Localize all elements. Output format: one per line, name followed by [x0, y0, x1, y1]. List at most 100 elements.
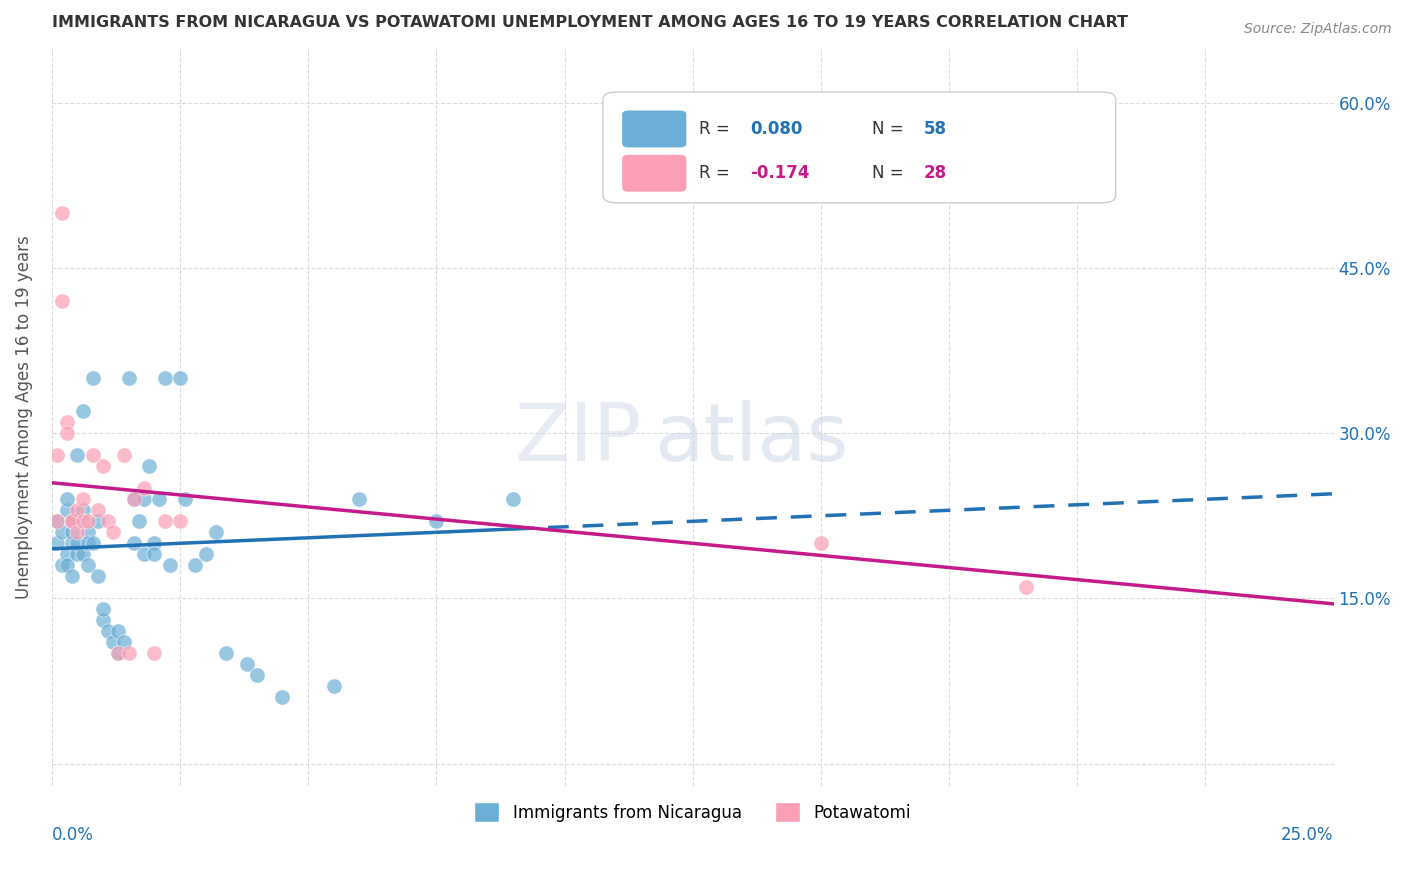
Point — [132, 492, 155, 507]
Point — [60, 525, 83, 540]
FancyBboxPatch shape — [603, 92, 1116, 202]
Point — [51, 294, 73, 309]
Point — [271, 690, 294, 705]
Point — [118, 647, 141, 661]
Point — [45, 536, 67, 550]
Point — [66, 547, 89, 561]
Point — [51, 558, 73, 573]
Point — [56, 415, 79, 429]
Text: R =: R = — [699, 120, 735, 138]
Point — [76, 536, 98, 550]
Point — [153, 514, 176, 528]
Point — [118, 371, 141, 385]
Point — [502, 492, 524, 507]
Point — [56, 558, 79, 573]
Point — [60, 514, 83, 528]
Point — [143, 647, 166, 661]
Text: atlas: atlas — [654, 400, 849, 478]
Point — [1015, 580, 1038, 594]
Point — [122, 492, 145, 507]
Point — [45, 448, 67, 462]
Point — [246, 668, 269, 682]
FancyBboxPatch shape — [623, 155, 686, 192]
Point — [66, 536, 89, 550]
Text: N =: N = — [872, 120, 910, 138]
Point — [174, 492, 197, 507]
Point — [97, 624, 120, 639]
FancyBboxPatch shape — [623, 111, 686, 147]
Point — [72, 503, 94, 517]
Point — [107, 647, 129, 661]
Point — [60, 514, 83, 528]
Point — [51, 525, 73, 540]
Point — [215, 647, 238, 661]
Point — [148, 492, 170, 507]
Text: N =: N = — [872, 164, 910, 182]
Text: R =: R = — [699, 164, 735, 182]
Point — [143, 536, 166, 550]
Point — [56, 547, 79, 561]
Point — [103, 635, 125, 649]
Point — [122, 536, 145, 550]
Text: 25.0%: 25.0% — [1281, 826, 1334, 844]
Text: -0.174: -0.174 — [751, 164, 810, 182]
Point — [76, 558, 98, 573]
Point — [72, 404, 94, 418]
Text: IMMIGRANTS FROM NICARAGUA VS POTAWATOMI UNEMPLOYMENT AMONG AGES 16 TO 19 YEARS C: IMMIGRANTS FROM NICARAGUA VS POTAWATOMI … — [52, 15, 1128, 30]
Point — [425, 514, 447, 528]
Point — [112, 635, 135, 649]
Point — [138, 459, 160, 474]
Point — [132, 547, 155, 561]
Legend: Immigrants from Nicaragua, Potawatomi: Immigrants from Nicaragua, Potawatomi — [468, 795, 918, 829]
Point — [72, 547, 94, 561]
Point — [82, 371, 104, 385]
Point — [235, 657, 257, 672]
Point — [82, 536, 104, 550]
Point — [322, 680, 344, 694]
Point — [169, 371, 191, 385]
Point — [87, 569, 110, 583]
Point — [810, 536, 832, 550]
Point — [122, 492, 145, 507]
Point — [56, 503, 79, 517]
Text: 0.080: 0.080 — [751, 120, 803, 138]
Text: 0.0%: 0.0% — [52, 826, 94, 844]
Point — [66, 503, 89, 517]
Text: 28: 28 — [924, 164, 946, 182]
Point — [91, 459, 114, 474]
Point — [132, 481, 155, 495]
Point — [107, 647, 129, 661]
Point — [72, 492, 94, 507]
Point — [66, 514, 89, 528]
Point — [45, 514, 67, 528]
Point — [60, 569, 83, 583]
Point — [349, 492, 371, 507]
Text: ZIP: ZIP — [515, 400, 641, 478]
Point — [66, 448, 89, 462]
Point — [107, 624, 129, 639]
Point — [56, 492, 79, 507]
Point — [45, 514, 67, 528]
Point — [169, 514, 191, 528]
Point — [60, 536, 83, 550]
Point — [87, 503, 110, 517]
Point — [76, 514, 98, 528]
Point — [72, 514, 94, 528]
Point — [112, 448, 135, 462]
Point — [82, 448, 104, 462]
Point — [184, 558, 207, 573]
Y-axis label: Unemployment Among Ages 16 to 19 years: Unemployment Among Ages 16 to 19 years — [15, 235, 32, 599]
Point — [56, 426, 79, 441]
Point — [97, 514, 120, 528]
Point — [205, 525, 228, 540]
Point — [194, 547, 217, 561]
Point — [91, 613, 114, 627]
Text: 58: 58 — [924, 120, 946, 138]
Text: Source: ZipAtlas.com: Source: ZipAtlas.com — [1244, 22, 1392, 37]
Point — [103, 525, 125, 540]
Point — [51, 206, 73, 220]
Point — [91, 602, 114, 616]
Point — [128, 514, 150, 528]
Point — [153, 371, 176, 385]
Point — [66, 525, 89, 540]
